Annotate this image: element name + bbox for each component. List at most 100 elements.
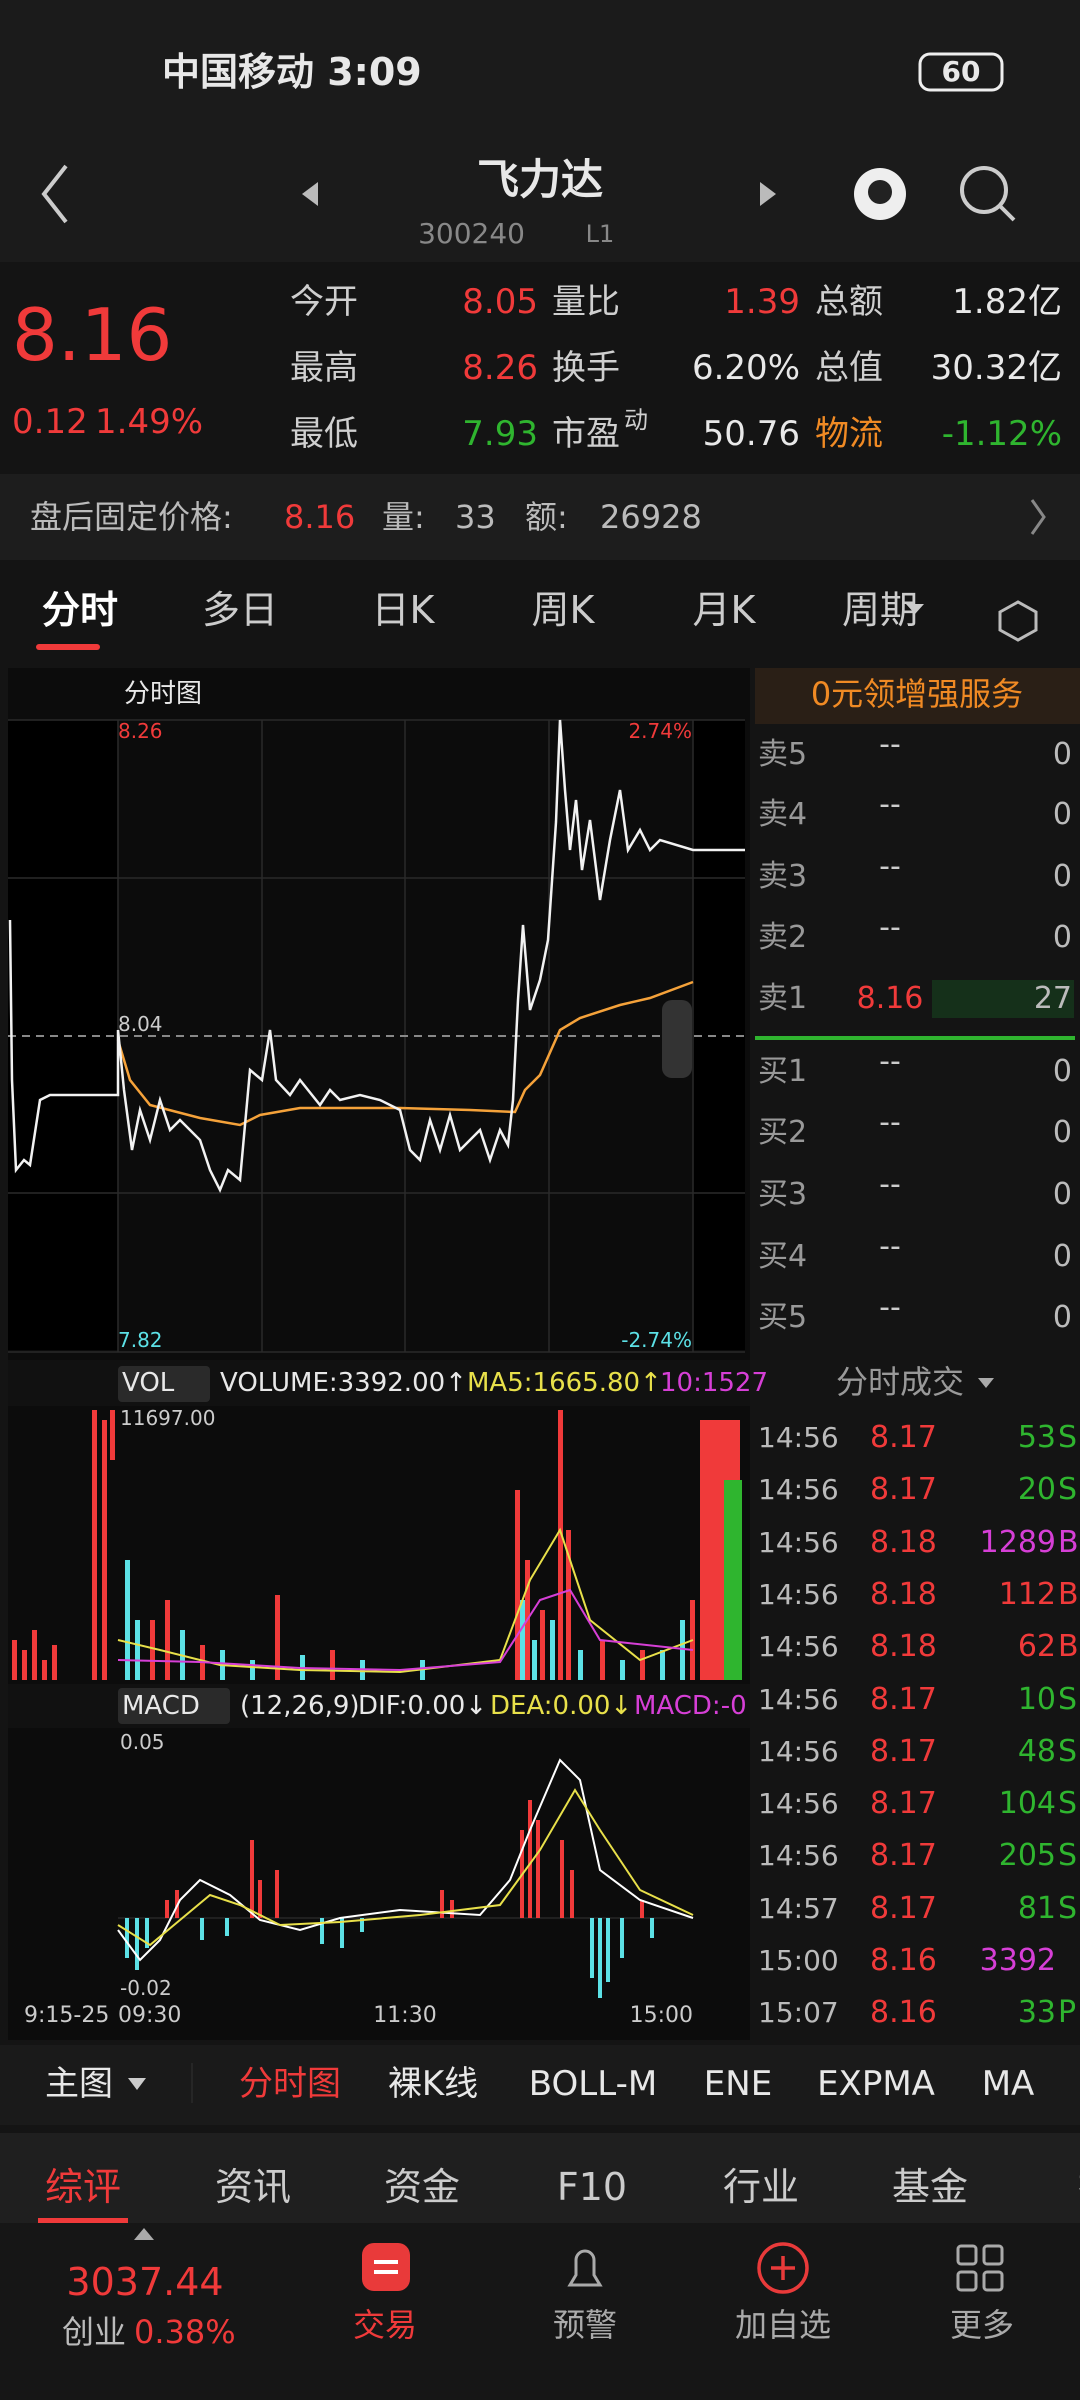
- stat-label: 最高: [290, 348, 358, 388]
- add-icon[interactable]: [757, 2242, 809, 2294]
- macd-params: (12,26,9): [240, 1691, 360, 1721]
- book-label: 卖4: [758, 797, 808, 832]
- indicator-option[interactable]: ENE: [703, 2064, 773, 2104]
- book-vol: 0: [1052, 1239, 1072, 1274]
- stat-label: 换手: [552, 348, 620, 388]
- trade-side: S: [1058, 1472, 1078, 1508]
- trade-vol: 1289: [979, 1524, 1056, 1560]
- volume-bars-red: [12, 1410, 740, 1680]
- bottom-tab[interactable]: 资金: [383, 2165, 461, 2209]
- top-bar: [0, 0, 1080, 262]
- time-label: 11:30: [373, 2003, 437, 2028]
- indicator-option[interactable]: 分时图: [239, 2064, 341, 2104]
- stock-name: 飞力达: [476, 155, 604, 204]
- trades-title[interactable]: 分时成交: [835, 1363, 965, 1401]
- afterhours-label: 盘后固定价格:: [30, 498, 233, 536]
- bottom-tab[interactable]: 基金: [891, 2165, 969, 2209]
- indicator-option[interactable]: BOLL-M: [528, 2064, 658, 2104]
- dea-line: [117, 1788, 694, 1947]
- trade-vol: 81: [1017, 1890, 1056, 1926]
- book-vol: 0: [1052, 1115, 1072, 1150]
- chevron[interactable]: [1030, 499, 1046, 535]
- battery-icon: [918, 52, 1004, 92]
- bottom-tab[interactable]: 行业: [722, 2165, 800, 2209]
- more-icon[interactable]: [956, 2244, 1004, 2292]
- stat-value: 8.26: [462, 348, 538, 388]
- macd-axis-high: 0.05: [120, 1730, 165, 1754]
- macd-bars-cyan: [125, 1918, 654, 1998]
- trade-price: 8.18: [870, 1524, 937, 1560]
- indicator-option[interactable]: EXPMA: [817, 2064, 935, 2104]
- bottom-tabs-bg: [0, 2133, 1080, 2223]
- bottom-tab[interactable]: F10: [556, 2165, 628, 2209]
- trade-icon[interactable]: [362, 2243, 410, 2291]
- price-change-pct: 1.49%: [95, 402, 204, 442]
- nav-item[interactable]: 预警: [552, 2306, 618, 2344]
- macd-indicator[interactable]: MACD: [122, 1691, 200, 1721]
- book-label: 买4: [758, 1239, 808, 1274]
- trade-vol: 62: [1017, 1629, 1056, 1665]
- indicator-option[interactable]: 裸K线: [387, 2064, 479, 2104]
- afterhours-vol-label: 量:: [382, 498, 425, 536]
- nav-item[interactable]: 加自选: [734, 2306, 832, 2344]
- chart-tab[interactable]: 周K: [531, 588, 595, 632]
- trade-time: 14:57: [758, 1891, 839, 1925]
- quote-panel: [0, 262, 1080, 472]
- vol-value: VOLUME:3392.00↑: [220, 1368, 467, 1398]
- next-icon[interactable]: [760, 182, 776, 206]
- trade-vol: 205: [998, 1838, 1056, 1874]
- nav-item[interactable]: 更多: [949, 2306, 1015, 2344]
- book-price: --: [879, 1290, 901, 1325]
- chart-tab[interactable]: 月K: [692, 588, 756, 632]
- index-arrow: [134, 2228, 154, 2240]
- vol-button-bg[interactable]: [118, 1366, 210, 1402]
- bottom-tab[interactable]: 综评: [44, 2165, 122, 2209]
- axis-price-high: 8.26: [118, 719, 163, 743]
- index-pct: 0.38%: [134, 2313, 236, 2351]
- settings-icon[interactable]: [998, 600, 1038, 642]
- promo-bg[interactable]: [755, 668, 1080, 724]
- macd-button-bg[interactable]: [118, 1688, 230, 1724]
- dropdown-icon: [906, 604, 924, 614]
- trade-vol: 53: [1017, 1420, 1056, 1455]
- trade-side: B: [1058, 1629, 1079, 1665]
- chart-tab[interactable]: 多日: [201, 588, 279, 632]
- index-value[interactable]: 3037.44: [66, 2260, 224, 2304]
- back-icon[interactable]: [41, 164, 68, 224]
- book-label: 卖2: [758, 920, 808, 955]
- chart-mode[interactable]: 分时图: [124, 679, 203, 709]
- chart-tab[interactable]: 日K: [371, 588, 435, 632]
- trade-price: 8.17: [870, 1786, 937, 1822]
- bottom-tab[interactable]: 技: [1078, 2168, 1080, 2206]
- trades-dropdown[interactable]: [978, 1378, 994, 1388]
- book-vol: 0: [1052, 1300, 1072, 1335]
- trade-time: 14:56: [758, 1682, 839, 1716]
- stat-label: 今开: [290, 282, 358, 322]
- bottom-tab[interactable]: 资讯: [214, 2165, 292, 2209]
- search-icon[interactable]: [960, 166, 1008, 214]
- alert-icon[interactable]: [567, 2249, 603, 2287]
- stat-label: 总值: [815, 348, 883, 388]
- prev-icon[interactable]: [302, 182, 318, 206]
- trade-time: 15:07: [758, 1996, 839, 2030]
- trade-time: 14:56: [758, 1734, 839, 1768]
- stat-label: 量比: [552, 282, 620, 322]
- trade-vol: 3392: [979, 1943, 1056, 1978]
- promo[interactable]: 0元领增强服务: [810, 675, 1024, 713]
- main-chart-select[interactable]: 主图: [45, 2064, 113, 2104]
- vol-indicator[interactable]: VOL: [122, 1368, 175, 1398]
- trade-vol: 112: [998, 1576, 1056, 1612]
- chart-tab[interactable]: 周期: [841, 588, 919, 632]
- book-label: 卖3: [758, 859, 808, 894]
- afterhours-price: 8.16: [284, 498, 356, 536]
- main-dropdown: [128, 2078, 146, 2090]
- side-handle[interactable]: [662, 1000, 692, 1078]
- indicator-option[interactable]: MA: [981, 2064, 1035, 2104]
- chart-tab[interactable]: 分时: [41, 588, 119, 632]
- trade-time: 14:56: [758, 1839, 839, 1873]
- trade-vol: 20: [1017, 1472, 1056, 1508]
- afterhours-amt: 26928: [600, 498, 702, 536]
- trade-glyph: [374, 2260, 398, 2274]
- nav-item[interactable]: 交易: [352, 2306, 418, 2344]
